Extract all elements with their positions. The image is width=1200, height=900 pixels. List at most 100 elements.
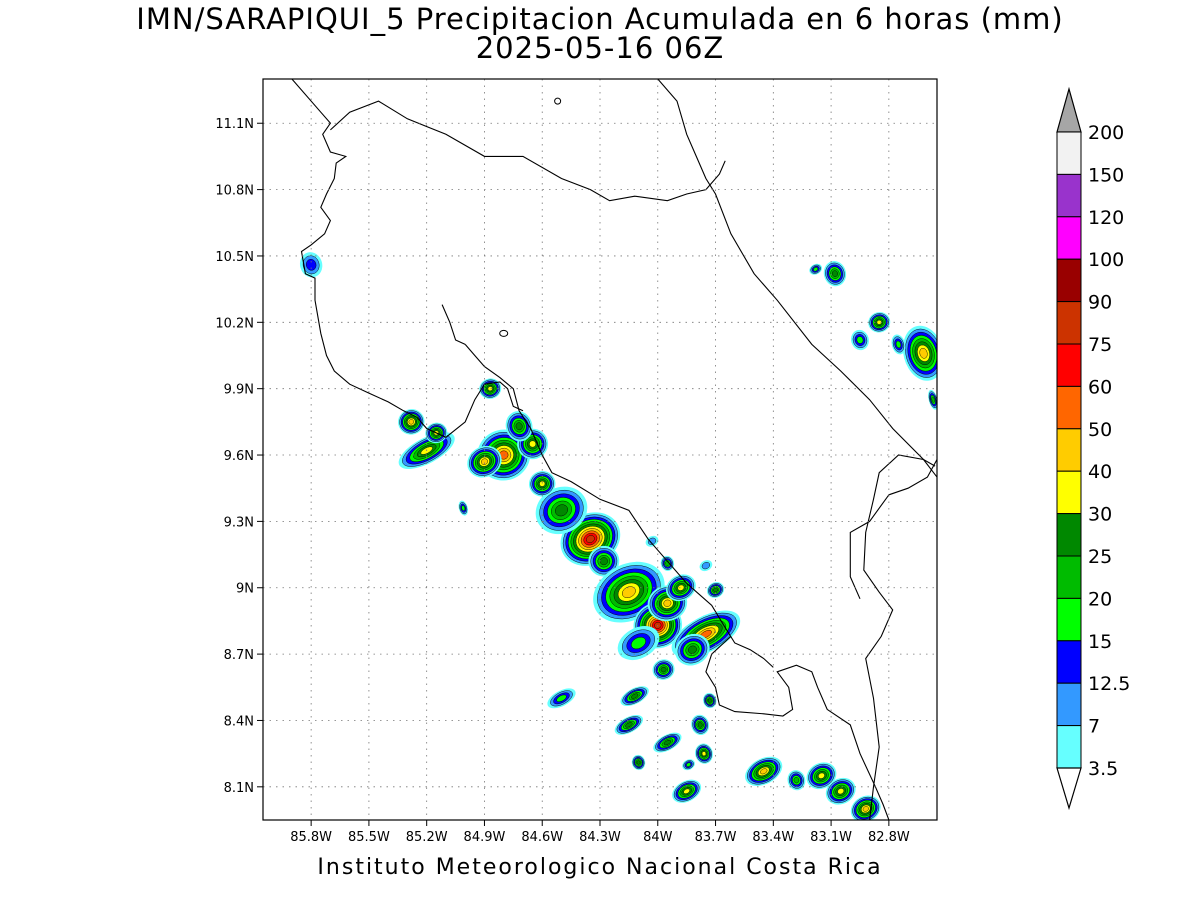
precip-contour — [647, 537, 657, 545]
colorbar-label: 150 — [1088, 164, 1124, 186]
lat-tick-label: 10.5N — [215, 250, 254, 265]
precip-cell — [479, 378, 502, 399]
precip-cell — [672, 779, 702, 803]
lat-tick-label: 9.3N — [224, 515, 254, 530]
precip-contour — [408, 419, 414, 425]
precip-cell — [699, 560, 713, 572]
colorbar-top-arrow — [1056, 86, 1082, 133]
colorbar-swatch — [1056, 513, 1082, 557]
precip-contour — [556, 694, 567, 702]
island-outline — [499, 329, 509, 337]
precipitation-field — [299, 252, 937, 820]
colorbar-label: 90 — [1088, 292, 1112, 314]
precip-cell — [299, 252, 323, 278]
colorbar-label: 7 — [1088, 716, 1100, 738]
precip-contour — [631, 636, 646, 650]
colorbar-label: 20 — [1088, 588, 1112, 610]
precip-contour — [701, 562, 711, 570]
precip-contour — [529, 440, 537, 448]
colorbar-swatch — [1056, 173, 1082, 218]
colorbar-swatch — [1056, 470, 1082, 515]
precip-contour — [837, 788, 845, 795]
colorbar-swatch — [1056, 301, 1082, 345]
precip-cell — [617, 626, 660, 661]
precip-contour — [701, 751, 707, 756]
precip-contour — [876, 319, 882, 325]
colorbar-swatch — [1056, 682, 1082, 727]
precip-cell — [851, 329, 869, 351]
precip-cell — [787, 770, 806, 791]
precip-contour — [895, 340, 902, 349]
precip-contour — [856, 336, 864, 344]
precip-cell — [928, 389, 937, 410]
colorbar-swatch — [1056, 216, 1082, 260]
precip-cell — [505, 411, 533, 442]
colorbar-label: 100 — [1088, 249, 1124, 271]
lat-tick-label: 11.1N — [215, 117, 254, 132]
precip-contour — [539, 480, 546, 487]
colorbar-swatch — [1056, 725, 1082, 769]
colorbar-label: 12.5 — [1088, 673, 1130, 695]
precip-contour — [713, 587, 718, 593]
colorbar-label: 40 — [1088, 461, 1112, 483]
colorbar-swatch — [1056, 258, 1082, 303]
coastline-segment — [464, 344, 774, 668]
precip-cell — [398, 409, 425, 435]
precip-contour — [555, 504, 568, 517]
coastline-segment — [657, 79, 937, 478]
colorbar-label: 120 — [1088, 207, 1124, 229]
lon-tick-label: 83.4W — [752, 830, 794, 845]
precip-contour — [622, 586, 636, 599]
colorbar-swatch — [1056, 555, 1082, 599]
lon-tick-label: 84.9W — [464, 830, 506, 845]
precip-contour — [663, 739, 672, 746]
coastline-segment — [441, 304, 466, 345]
chart-subtitle-datetime: 2025-05-16 06Z — [475, 31, 725, 65]
lon-tick-label: 84W — [643, 830, 673, 845]
precip-contour — [919, 347, 928, 359]
precip-contour — [481, 458, 488, 465]
lon-tick-label: 85.8W — [290, 830, 332, 845]
colorbar-label: 50 — [1088, 419, 1112, 441]
precip-cell — [695, 743, 713, 764]
colorbar-label: 30 — [1088, 504, 1112, 526]
precip-contour — [586, 535, 595, 543]
chart-title: IMN/SARAPIQUI_5 Precipitacion Acumulada … — [136, 2, 1064, 36]
precip-contour — [832, 270, 838, 277]
precip-cell — [620, 686, 649, 707]
precip-cell — [682, 759, 695, 771]
coastline-segment — [849, 459, 937, 600]
coastline-segment — [330, 100, 726, 202]
precip-cell — [652, 659, 675, 680]
lon-tick-label: 84.6W — [521, 830, 563, 845]
precip-contour — [818, 772, 825, 779]
precip-cell — [745, 756, 783, 786]
precip-cell — [547, 688, 576, 709]
precip-contour — [599, 557, 608, 566]
precip-contour — [487, 386, 493, 392]
precip-contour — [862, 806, 869, 812]
lat-lon-gridlines — [263, 79, 937, 820]
lat-tick-label: 8.1N — [224, 781, 254, 796]
precip-cell — [675, 633, 710, 666]
precip-cell — [902, 325, 937, 381]
precip-contour — [636, 760, 641, 765]
colorbar-swatch — [1056, 385, 1082, 430]
precip-cell — [823, 261, 847, 287]
precip-cell — [660, 555, 675, 571]
precip-cell — [850, 795, 881, 820]
island-outline — [554, 97, 562, 105]
precip-contour — [707, 698, 712, 703]
lat-tick-label: 9.9N — [224, 383, 254, 398]
colorbar-swatch — [1056, 131, 1082, 175]
lat-tick-label: 9N — [236, 582, 254, 597]
footer-credit: Instituto Meteorologico Nacional Costa R… — [317, 855, 883, 880]
coastline-segment — [291, 79, 524, 438]
precip-cell — [631, 754, 646, 771]
colorbar-label: 200 — [1088, 122, 1124, 144]
lat-tick-label: 10.2N — [215, 316, 254, 331]
colorbar-bottom-arrow — [1056, 767, 1082, 811]
colorbar-label: 60 — [1088, 376, 1112, 398]
precip-contour — [677, 584, 685, 591]
